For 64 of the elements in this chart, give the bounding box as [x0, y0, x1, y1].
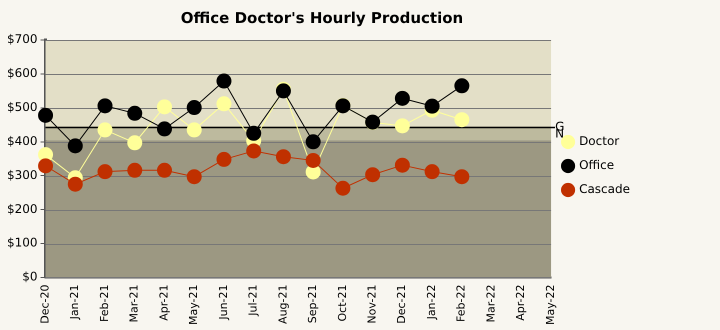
point [186, 122, 202, 138]
x-tick-label: Mar-22 [484, 284, 498, 323]
legend-label: Office [579, 158, 614, 172]
y-tick-label: $600 [6, 66, 38, 80]
x-tick-label: Mar-21 [128, 284, 141, 323]
point [394, 158, 410, 173]
point [98, 98, 113, 114]
x-tick-label: Jan-21 [68, 284, 82, 320]
x-tick-label: Dec-20 [38, 284, 52, 324]
point [98, 122, 113, 138]
x-tick-label: May-21 [187, 284, 200, 325]
point [186, 100, 202, 116]
x-tick-label: Oct-21 [336, 284, 349, 322]
point [454, 169, 470, 184]
point [394, 118, 410, 134]
x-tick-label: Dec-21 [395, 284, 408, 324]
point [454, 78, 470, 94]
y-tick-label: $500 [6, 100, 38, 114]
x-tick-label: May-22 [544, 284, 557, 325]
point [276, 149, 291, 164]
x-tick-label: Nov-21 [366, 284, 379, 324]
point [306, 152, 321, 168]
y-tick-label: $400 [6, 134, 38, 148]
legend-label: Cascade [579, 182, 630, 196]
y-tick-label: $0 [22, 270, 38, 284]
x-tick-label: Feb-22 [454, 284, 468, 322]
x-tick-label: Aug-21 [276, 284, 290, 324]
legend-label: Doctor [579, 134, 620, 148]
point [38, 158, 54, 174]
point [186, 169, 202, 184]
point [38, 108, 54, 123]
x-tick-label: Jun-21 [216, 284, 230, 321]
point [424, 98, 440, 114]
point [68, 138, 83, 154]
x-tick-label: Apr-22 [514, 284, 528, 321]
point [127, 162, 142, 178]
point [68, 176, 83, 192]
y-tick-label: $100 [6, 236, 38, 250]
point [216, 152, 232, 167]
point [216, 96, 232, 112]
y-tick-label: $700 [6, 32, 38, 46]
point [216, 74, 232, 89]
y-tick-label: $300 [6, 168, 38, 182]
point [246, 143, 262, 158]
x-tick-label: Apr-21 [157, 284, 170, 321]
point [156, 99, 172, 114]
x-tick-label: Jan-22 [424, 284, 438, 320]
x-tick-label: Sep-21 [306, 284, 320, 324]
point [127, 135, 142, 150]
point [454, 112, 470, 128]
point [335, 180, 350, 196]
y-tick-label: $200 [6, 202, 38, 216]
point [156, 162, 172, 178]
point [246, 126, 262, 141]
point [394, 90, 410, 106]
point [365, 167, 380, 182]
point [127, 106, 142, 121]
x-tick-label: Feb-21 [98, 284, 111, 322]
x-tick-label: Jul-21 [246, 284, 260, 317]
point [156, 121, 172, 136]
chart-title: Office Doctor's Hourly Production [180, 8, 464, 27]
point [306, 134, 321, 150]
point [98, 164, 113, 180]
point [424, 164, 440, 180]
